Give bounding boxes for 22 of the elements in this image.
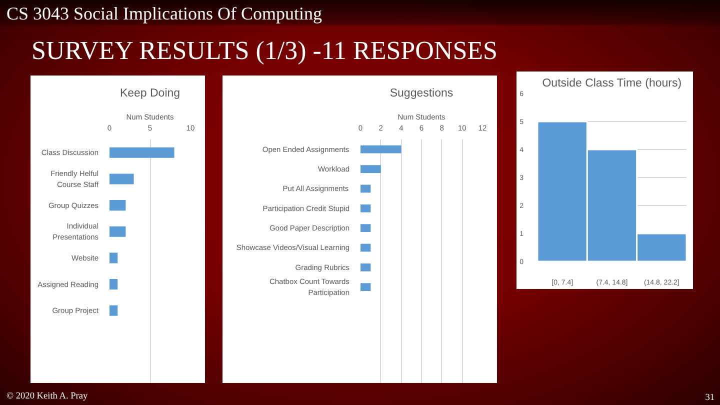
bar	[110, 200, 126, 211]
bar	[360, 145, 402, 154]
bar	[360, 244, 371, 252]
text: © 2020 Keith A. Pray	[6, 392, 88, 402]
bar	[110, 305, 118, 316]
bar	[360, 224, 371, 232]
bar	[360, 184, 371, 193]
chart-title: Keep Doing	[120, 88, 180, 100]
bar	[360, 165, 381, 173]
bar	[110, 252, 118, 264]
bar	[360, 263, 371, 272]
bar	[110, 174, 134, 184]
bar	[110, 279, 118, 290]
bar	[110, 226, 126, 237]
text: CS 3043 Social Implications Of Computing	[6, 4, 322, 24]
bar	[360, 283, 371, 292]
chart-title: Suggestions	[390, 88, 454, 100]
bar	[110, 147, 174, 158]
text: SURVEY RESULTS (1/3) -11 RESPONSES	[32, 36, 498, 65]
bar	[360, 204, 371, 212]
text: 31	[705, 393, 715, 403]
chart-title: Outside Class Time (hours)	[542, 78, 682, 90]
